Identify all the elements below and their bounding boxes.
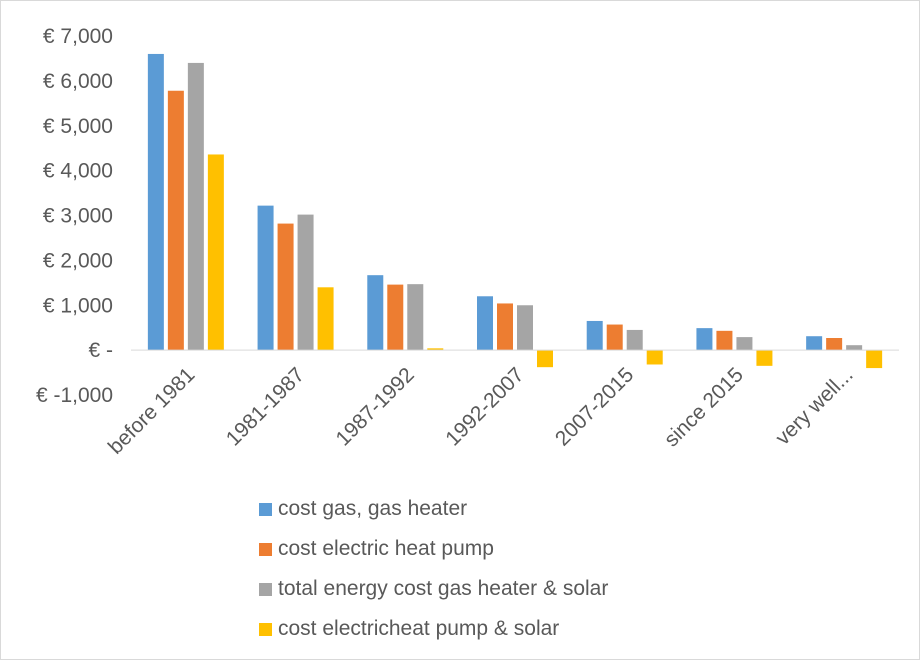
legend-label: total energy cost gas heater & solar xyxy=(278,577,609,600)
bar xyxy=(517,305,533,351)
legend-item: cost electricheat pump & solar xyxy=(259,609,608,649)
legend-swatch xyxy=(259,502,272,516)
bar xyxy=(756,350,773,366)
bar xyxy=(167,90,184,351)
bar xyxy=(367,275,384,351)
y-tick-label: € 4,000 xyxy=(43,160,113,183)
bar xyxy=(736,337,753,351)
bar xyxy=(646,350,663,365)
x-axis: before 1981 1981-1987 1987-1992 1992-2007 20… xyxy=(104,363,858,459)
legend-label: cost electricheat pump & solar xyxy=(278,617,560,640)
x-tick-label: very well... xyxy=(771,363,857,449)
legend-label: cost electric heat pump xyxy=(278,537,494,560)
bar xyxy=(477,296,493,351)
legend-swatch xyxy=(259,622,272,636)
bar xyxy=(277,223,294,351)
x-tick-label: 1992-2007 xyxy=(441,363,528,450)
bar-chart: € 7,000 € 6,000 € 5,000 € 4,000 € 3,000 € 2,0… xyxy=(36,25,899,459)
legend-swatch xyxy=(259,582,272,596)
y-tick-label: € -1,000 xyxy=(36,384,113,407)
bar xyxy=(297,214,314,351)
bar xyxy=(207,154,224,351)
y-tick-label: € 7,000 xyxy=(43,25,113,48)
bar xyxy=(497,303,513,351)
y-tick-label: € - xyxy=(88,339,113,362)
x-tick-label: 1981-1987 xyxy=(222,363,309,450)
y-tick-label: € 5,000 xyxy=(43,115,113,138)
legend-item: cost gas, gas heater xyxy=(259,489,608,529)
bar xyxy=(586,320,603,351)
bar xyxy=(407,284,424,351)
bar xyxy=(187,62,204,351)
bar xyxy=(147,53,164,351)
bar xyxy=(317,287,334,351)
legend-item: cost electric heat pump xyxy=(259,529,608,569)
bar xyxy=(826,338,843,351)
bar xyxy=(387,284,404,351)
bar-series xyxy=(147,53,883,369)
y-tick-label: € 1,000 xyxy=(43,294,113,317)
bar xyxy=(606,324,623,351)
y-tick-label: € 3,000 xyxy=(43,205,113,228)
legend: cost gas, gas heater cost electric heat … xyxy=(259,489,608,649)
bar xyxy=(806,336,823,351)
x-tick-label: 1987-1992 xyxy=(332,363,419,450)
legend-item: total energy cost gas heater & solar xyxy=(259,569,608,609)
bar xyxy=(866,350,883,369)
bar xyxy=(846,345,863,351)
x-tick-label: 2007-2015 xyxy=(551,363,638,450)
legend-label: cost gas, gas heater xyxy=(278,497,468,520)
x-tick-label: since 2015 xyxy=(660,363,748,451)
bar xyxy=(716,330,733,351)
bar xyxy=(537,350,553,368)
legend-swatch xyxy=(259,542,272,556)
y-tick-label: € 2,000 xyxy=(43,249,113,272)
bar xyxy=(626,329,643,351)
bar xyxy=(257,205,274,351)
x-tick-label: before 1981 xyxy=(104,363,200,459)
bar xyxy=(427,348,444,351)
bar xyxy=(696,328,713,351)
y-axis: € 7,000 € 6,000 € 5,000 € 4,000 € 3,000 € 2,0… xyxy=(36,25,113,407)
y-tick-label: € 6,000 xyxy=(43,70,113,93)
